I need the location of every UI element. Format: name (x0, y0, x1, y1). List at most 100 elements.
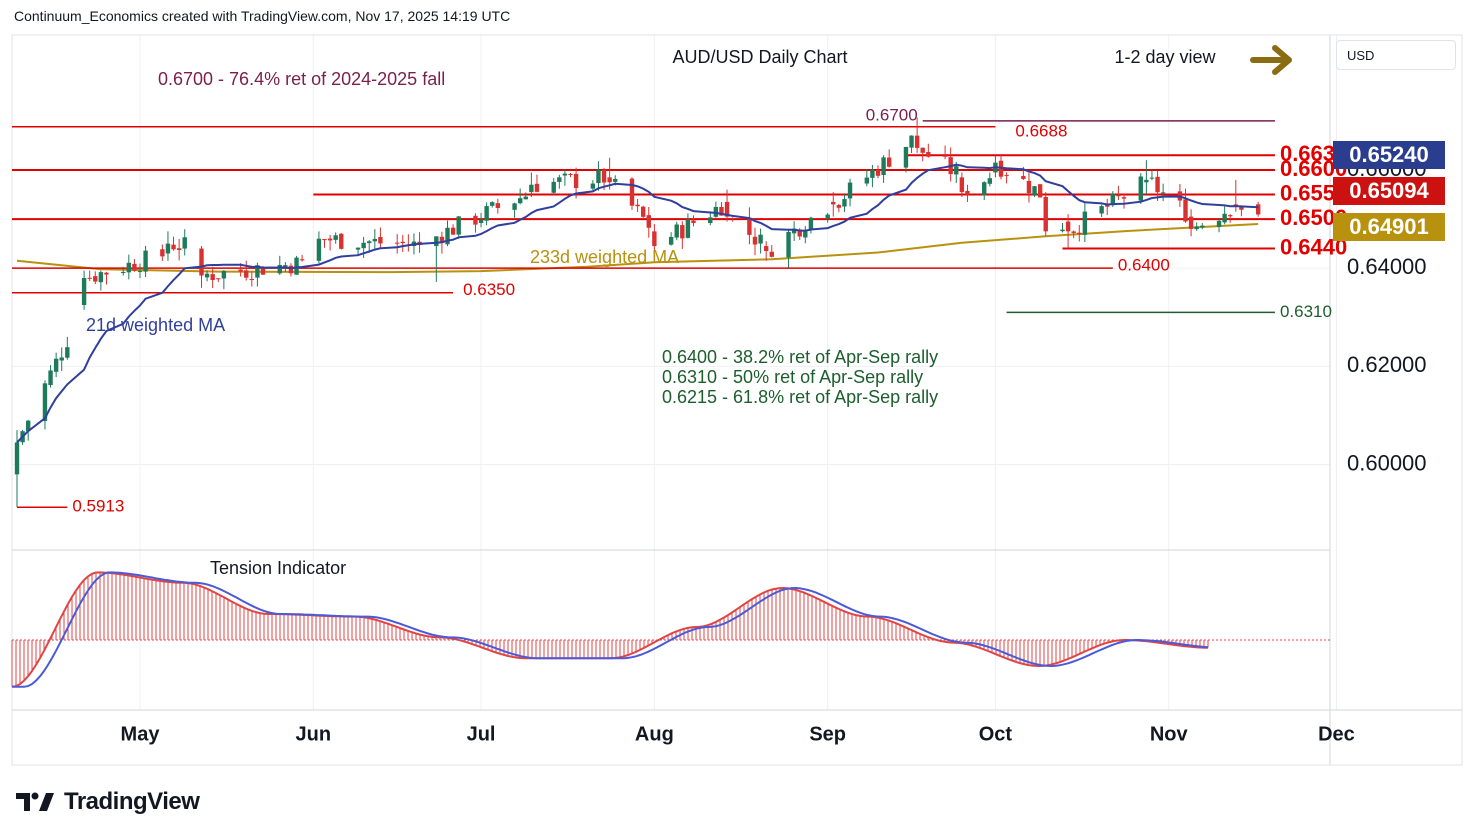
candle-body (160, 249, 165, 257)
y-tick-label: 0.60000 (1347, 450, 1427, 475)
candle-body (881, 157, 886, 176)
candle-body (42, 383, 48, 422)
candle-body (529, 184, 534, 193)
candle-body (355, 247, 361, 250)
level-label-0.5913: 0.5913 (72, 497, 124, 516)
candle-body (646, 215, 651, 228)
candle-body (1065, 221, 1071, 232)
axes-layer: MayJunJulAugSepOctNovDec0.660000.640000.… (121, 156, 1427, 745)
candle-body (551, 181, 556, 193)
candle-body (674, 224, 679, 238)
candle-body (1216, 220, 1222, 227)
candle-body (652, 231, 657, 247)
candle-body (450, 227, 456, 235)
candle-body (1239, 206, 1244, 210)
candle-body (81, 278, 87, 305)
candle-body (1194, 226, 1199, 230)
candle-body (93, 276, 98, 282)
level-label-0.6688: 0.6688 (1015, 121, 1067, 140)
candle-body (1183, 199, 1188, 222)
candle-body (121, 271, 126, 274)
candle-body (1160, 192, 1166, 194)
view-label: 1-2 day view (1114, 47, 1216, 67)
candle-body (255, 265, 260, 278)
candle-body (495, 203, 501, 208)
ma21-line (16, 163, 1259, 444)
candle-body (1144, 179, 1149, 183)
candle-body (1043, 197, 1048, 232)
candle-body (48, 370, 53, 386)
arrow-right-icon (1250, 45, 1292, 75)
candle-body (719, 206, 724, 216)
candle-body (763, 246, 769, 251)
candle-body (182, 237, 187, 249)
candle-body (1026, 180, 1032, 194)
candle-body (87, 277, 92, 279)
candle-body (920, 147, 925, 153)
candle-body (1149, 177, 1155, 179)
candle-body (724, 201, 730, 217)
arrow-head (1272, 45, 1292, 75)
candle-body (640, 206, 646, 217)
candle-body (1021, 176, 1026, 179)
candle-body (668, 236, 674, 245)
candle-body (607, 177, 612, 183)
levels-layer: 0.66300.66000.65500.65000.64400.66880.64… (12, 105, 1347, 516)
ma21-layer (16, 163, 1259, 444)
candle-body (294, 257, 299, 275)
candle-body (216, 278, 221, 280)
candle-body (204, 273, 210, 278)
candle-body (65, 347, 70, 358)
candle-body (965, 190, 970, 196)
candle-body (210, 274, 215, 281)
candle-body (573, 173, 579, 189)
candle-body (333, 235, 338, 240)
chart-header: Continuum_Economics created with Trading… (14, 8, 511, 24)
candle-body (1116, 194, 1121, 197)
candle-body (870, 169, 875, 178)
candle-body (260, 267, 266, 275)
candle-body (685, 219, 691, 238)
level-label-0.6400: 0.6400 (1118, 256, 1170, 275)
candle-body (327, 238, 333, 241)
x-tick-label: Sep (809, 723, 846, 745)
price-tag-0: 0.65240 (1333, 141, 1445, 169)
candle-body (590, 183, 596, 189)
candle-body (434, 236, 439, 247)
candle-body (691, 220, 696, 224)
candle-body (361, 242, 366, 249)
candle-body (629, 178, 635, 206)
candle-body (562, 173, 568, 176)
indicator-label: Tension Indicator (210, 558, 346, 578)
candle-body (512, 203, 517, 210)
candle-body (59, 357, 64, 361)
candle-body (98, 272, 104, 283)
candle-body (825, 214, 830, 220)
x-tick-label: Jun (296, 723, 332, 745)
candle-body (1105, 205, 1110, 207)
candle-body (1032, 186, 1037, 196)
candle-body (400, 241, 405, 244)
candle-body (490, 202, 495, 206)
candle-body (998, 160, 1004, 177)
candle-body (1060, 229, 1065, 232)
candle-body (439, 236, 445, 243)
tradingview-logo[interactable]: TradingView (14, 788, 200, 816)
level-label-0.6700: 0.6700 (866, 105, 918, 124)
candle-body (534, 183, 540, 192)
currency-selector[interactable]: USD (1336, 40, 1456, 70)
indicator-line (11, 571, 1209, 688)
candle-body (1004, 174, 1009, 176)
candle-body (1188, 216, 1194, 229)
candle-body (445, 227, 450, 245)
candle-body (803, 231, 808, 238)
candle-body (143, 250, 148, 272)
candle-body (1071, 231, 1076, 233)
candle-body (909, 135, 914, 148)
candle-body (1110, 193, 1116, 206)
candle-body (104, 272, 109, 275)
candle-body (238, 269, 243, 272)
candle-body (456, 216, 461, 235)
candle-body (730, 218, 735, 220)
candle-body (1077, 232, 1082, 235)
